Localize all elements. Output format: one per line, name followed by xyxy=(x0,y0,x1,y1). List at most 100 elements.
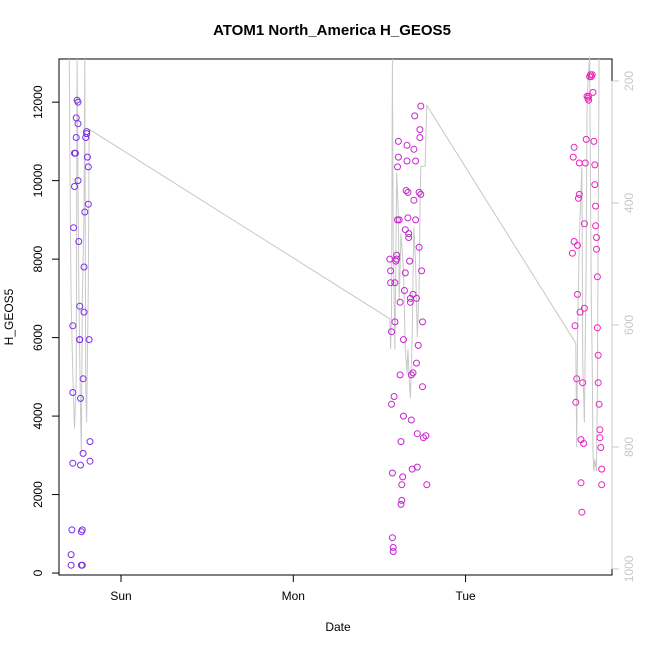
data-point xyxy=(400,412,407,420)
data-point xyxy=(402,187,410,194)
data-point xyxy=(74,120,82,128)
data-point xyxy=(574,290,581,298)
data-point xyxy=(85,336,93,344)
series-1 xyxy=(67,96,94,569)
data-point xyxy=(573,375,581,383)
data-point xyxy=(83,130,91,138)
data-point xyxy=(416,134,424,141)
data-point xyxy=(418,267,426,275)
data-point xyxy=(71,149,79,157)
right-tick-label: 400 xyxy=(622,193,636,213)
data-point xyxy=(585,96,593,104)
data-point xyxy=(404,214,412,222)
data-point xyxy=(410,145,418,153)
data-point xyxy=(568,249,576,257)
data-point xyxy=(569,153,577,161)
pressure-line xyxy=(68,56,600,472)
data-point xyxy=(592,222,600,230)
data-point xyxy=(387,279,395,287)
data-point xyxy=(388,534,396,542)
data-point xyxy=(78,561,86,569)
x-tick-label: Tue xyxy=(455,589,476,603)
data-point xyxy=(411,112,419,120)
y-axis: 0 2000 4000 6000 8000 10000 12000 xyxy=(31,85,59,576)
data-point xyxy=(577,479,585,487)
points-layer xyxy=(67,71,606,569)
data-point xyxy=(413,463,421,471)
data-point xyxy=(593,234,600,241)
series-2 xyxy=(386,102,431,555)
data-point xyxy=(578,508,586,516)
data-point xyxy=(83,153,91,161)
data-point xyxy=(589,88,597,96)
data-point xyxy=(596,426,604,434)
data-point xyxy=(580,220,588,228)
data-point xyxy=(401,269,409,277)
data-point xyxy=(394,163,401,171)
y-tick-label: 12000 xyxy=(31,85,45,119)
data-point xyxy=(397,500,405,508)
data-point xyxy=(74,98,82,106)
data-point xyxy=(69,322,77,330)
data-point xyxy=(76,336,84,344)
data-point xyxy=(78,526,86,534)
data-point xyxy=(396,298,404,306)
data-point xyxy=(406,257,414,265)
data-point xyxy=(67,561,75,569)
data-point xyxy=(413,294,420,302)
data-point xyxy=(84,200,92,208)
data-point xyxy=(594,379,602,387)
data-point xyxy=(71,183,78,190)
right-axis: 200 400 600 800 1000 xyxy=(611,71,636,582)
data-point xyxy=(571,322,579,330)
data-point xyxy=(570,143,578,151)
data-point xyxy=(407,416,415,424)
data-point xyxy=(580,440,588,447)
right-tick-label: 600 xyxy=(622,315,636,335)
data-point xyxy=(86,438,94,446)
data-point xyxy=(77,394,84,402)
data-point xyxy=(401,226,409,234)
data-point xyxy=(575,159,583,167)
data-point xyxy=(575,190,583,198)
data-point xyxy=(398,481,406,489)
data-point xyxy=(409,369,417,377)
data-point xyxy=(591,181,599,189)
right-tick-label: 200 xyxy=(622,71,636,91)
data-point xyxy=(419,383,426,391)
right-tick-label: 800 xyxy=(622,437,636,457)
data-point xyxy=(572,398,580,406)
x-axis-label: Date xyxy=(325,620,351,634)
data-point xyxy=(412,157,420,165)
data-point xyxy=(595,400,603,408)
y-axis-label: H_GEOS5 xyxy=(2,288,16,345)
data-point xyxy=(405,234,413,241)
data-point xyxy=(399,473,407,481)
x-tick-label: Mon xyxy=(282,589,305,603)
data-point xyxy=(400,287,408,294)
data-point xyxy=(591,161,599,169)
y-tick-label: 10000 xyxy=(31,164,45,198)
pressure-line-layer xyxy=(68,56,600,472)
data-point xyxy=(80,308,88,316)
data-point xyxy=(412,216,420,224)
data-point xyxy=(596,434,604,442)
data-point xyxy=(574,241,581,249)
data-point xyxy=(413,359,420,367)
y-tick-label: 0 xyxy=(31,569,45,576)
data-point xyxy=(417,190,425,198)
data-point xyxy=(580,304,588,312)
data-point xyxy=(594,351,602,359)
data-point xyxy=(403,141,411,149)
data-point xyxy=(74,177,82,185)
data-point xyxy=(388,400,395,408)
x-axis: Sun Mon Tue xyxy=(110,574,476,603)
data-point xyxy=(576,308,584,316)
data-point xyxy=(396,371,404,379)
series-3 xyxy=(568,71,606,516)
data-point xyxy=(593,324,601,332)
data-point xyxy=(414,341,422,349)
data-point xyxy=(387,267,395,275)
data-point xyxy=(592,202,600,210)
